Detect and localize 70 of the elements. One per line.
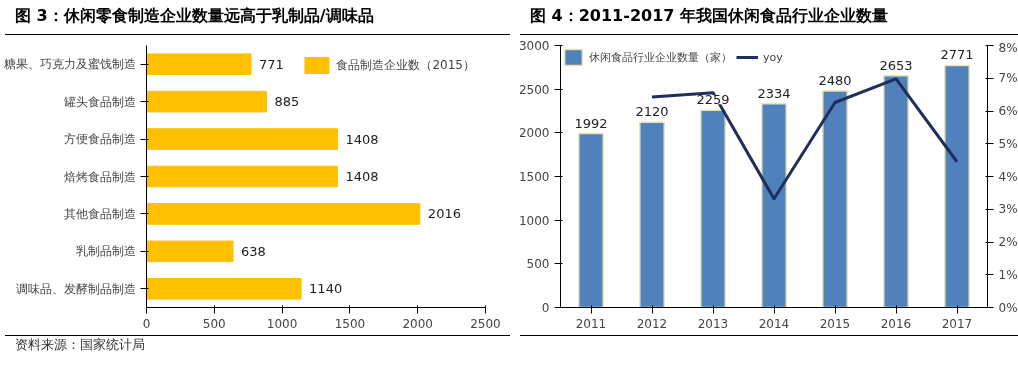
data-label: 771 (259, 56, 284, 72)
y-tick-label: 罐头食品制造 (63, 94, 136, 109)
bar (639, 121, 665, 308)
y-tick-label: 1500 (518, 170, 550, 184)
y2-tick-label: 1% (998, 267, 1018, 282)
y-tick-label: 焙烤食品制造 (63, 169, 136, 184)
legend-label: 食品制造企业数（2015） (336, 56, 475, 74)
legend-label: yoy (763, 50, 783, 64)
bar (578, 132, 604, 308)
x-tick-label: 500 (202, 316, 226, 331)
x-tick-label: 2013 (697, 316, 729, 331)
bar (761, 102, 787, 308)
bar (700, 109, 726, 308)
y2-tick-label: 3% (998, 202, 1018, 217)
y-tick-label: 2000 (518, 126, 550, 141)
y-tick-label: 乳制品制造 (75, 244, 136, 259)
y-tick-label: 0 (541, 301, 550, 315)
data-label: 1992 (574, 115, 608, 131)
x-tick-label: 1500 (334, 316, 366, 331)
bar (146, 240, 234, 263)
x-tick-label: 2011 (575, 316, 607, 331)
data-label: 1408 (345, 131, 379, 147)
data-label: 2259 (696, 92, 730, 108)
y2-tick-label: 4% (998, 169, 1018, 184)
data-label: 2480 (818, 72, 852, 88)
y-tick-label: 方便食品制造 (63, 132, 136, 147)
bar (146, 277, 302, 300)
data-label: 885 (274, 94, 300, 110)
x-tick-label: 2000 (402, 316, 433, 331)
x-tick-label: 2017 (941, 316, 973, 331)
x-tick-label: 2012 (636, 316, 668, 331)
x-tick-label: 2015 (819, 316, 851, 331)
y2-tick-label: 7% (998, 71, 1018, 86)
y-tick-label: 其他食品制造 (63, 206, 136, 221)
chart-title: 图 4：2011-2017 年我国休闲食品行业企业数量 (530, 5, 888, 27)
data-label: 2016 (427, 206, 461, 222)
legend-label: 休闲食品行业企业数量（家） (589, 49, 732, 65)
y-tick-label: 糖果、巧克力及蜜饯制造 (3, 57, 136, 72)
y-tick-label: 500 (526, 257, 550, 272)
data-label: 2334 (757, 85, 791, 101)
x-tick-label: 0 (142, 316, 151, 331)
bar (146, 203, 421, 225)
x-tick-label: 2016 (880, 316, 912, 331)
bar (883, 75, 909, 308)
y-tick-label: 1000 (518, 213, 550, 228)
data-label: 2653 (879, 57, 913, 73)
bar (146, 128, 338, 150)
data-label: 2771 (940, 47, 974, 63)
y2-tick-label: 5% (998, 136, 1018, 151)
text: 资料来源：国家统计局 (15, 336, 145, 354)
bar (822, 90, 848, 308)
y2-tick-label: 8% (998, 40, 1018, 55)
y2-tick-label: 2% (998, 235, 1018, 249)
y-tick-label: 3000 (518, 39, 550, 53)
data-label: 1140 (309, 281, 343, 297)
y-tick-label: 2500 (518, 82, 550, 97)
y2-tick-label: 0% (998, 300, 1018, 315)
data-label: 2120 (635, 104, 669, 120)
bar (146, 165, 338, 188)
bar (146, 90, 268, 113)
chart-title: 图 3：休闲零食制造企业数量远高于乳制品/调味品 (15, 5, 374, 27)
x-tick-label: 2500 (470, 316, 501, 331)
x-tick-label: 2014 (758, 316, 790, 331)
bar (944, 64, 970, 308)
x-tick-label: 1000 (266, 316, 298, 331)
data-label: 638 (241, 243, 266, 259)
data-label: 1408 (345, 169, 379, 184)
y2-tick-label: 6% (998, 104, 1018, 118)
y-tick-label: 调味品、发酵制品制造 (15, 281, 136, 296)
bar (146, 53, 252, 76)
